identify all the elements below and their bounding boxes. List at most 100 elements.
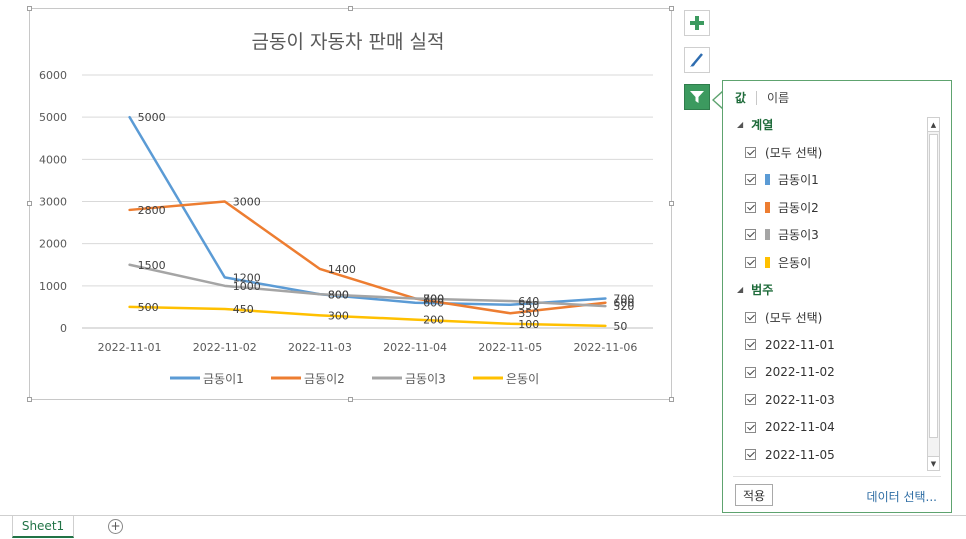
checkbox[interactable] bbox=[745, 339, 756, 351]
series-select-all-label: (모두 선택) bbox=[765, 145, 823, 160]
y-tick-label: 2000 bbox=[39, 238, 67, 251]
data-label: 800 bbox=[423, 292, 444, 305]
checkbox[interactable] bbox=[745, 229, 756, 241]
category-item[interactable]: 2022-11-04 bbox=[733, 414, 927, 442]
x-tick-label: 2022-11-04 bbox=[383, 341, 447, 354]
checkbox[interactable] bbox=[745, 201, 756, 213]
checkbox[interactable] bbox=[745, 174, 756, 186]
category-item-label: 2022-11-02 bbox=[765, 365, 835, 380]
x-tick-label: 2022-11-03 bbox=[288, 341, 352, 354]
series-item-label: 은동이 bbox=[778, 255, 812, 270]
category-select-all[interactable]: (모두 선택) bbox=[733, 304, 927, 332]
series-item[interactable]: 금동이1 bbox=[733, 166, 927, 194]
x-tick-label: 2022-11-02 bbox=[193, 341, 257, 354]
series-line[interactable] bbox=[128, 115, 607, 307]
data-label: 300 bbox=[328, 309, 349, 322]
category-item-label: 2022-11-05 bbox=[765, 447, 835, 462]
resize-handle-tr[interactable] bbox=[669, 6, 674, 11]
chart-elements-button[interactable] bbox=[684, 10, 710, 36]
checkbox[interactable] bbox=[745, 394, 756, 406]
category-item[interactable]: 2022-11-05 bbox=[733, 441, 927, 469]
apply-button[interactable]: 적용 bbox=[735, 484, 773, 506]
checkbox[interactable] bbox=[745, 256, 756, 268]
data-label: 1500 bbox=[138, 259, 166, 272]
collapse-triangle-icon: ◢ bbox=[737, 285, 744, 295]
series-item-label: 금동이3 bbox=[778, 228, 819, 243]
scroll-thumb[interactable] bbox=[929, 134, 938, 438]
tab-separator bbox=[756, 90, 758, 105]
category-group-label: 범주 bbox=[751, 283, 774, 298]
scroll-up-icon[interactable]: ▲ bbox=[928, 118, 939, 132]
resize-handle-mr[interactable] bbox=[669, 201, 674, 206]
filter-tabs: 값 이름 bbox=[735, 89, 789, 106]
resize-handle-tl[interactable] bbox=[27, 6, 32, 11]
data-label: 50 bbox=[613, 320, 627, 333]
series-swatch-icon bbox=[765, 229, 770, 241]
scroll-down-icon[interactable]: ▼ bbox=[928, 456, 939, 470]
series-line[interactable] bbox=[128, 200, 607, 315]
add-sheet-icon[interactable]: + bbox=[108, 519, 123, 534]
x-tick-label: 2022-11-05 bbox=[478, 341, 542, 354]
data-label: 800 bbox=[328, 288, 349, 301]
y-tick-label: 1000 bbox=[39, 280, 67, 293]
resize-handle-br[interactable] bbox=[669, 397, 674, 402]
checkbox[interactable] bbox=[745, 146, 756, 158]
series-line[interactable] bbox=[128, 305, 607, 328]
data-label: 1400 bbox=[328, 263, 356, 276]
resize-handle-tm[interactable] bbox=[348, 6, 353, 11]
chart-title[interactable]: 금동이 자동차 판매 실적 bbox=[252, 31, 445, 53]
data-label: 450 bbox=[233, 303, 254, 316]
category-item[interactable]: 2022-11-06 bbox=[733, 469, 927, 472]
chart-filters-button[interactable] bbox=[684, 84, 710, 110]
data-label: 800 bbox=[328, 288, 349, 301]
checkbox[interactable] bbox=[745, 311, 756, 323]
checkbox[interactable] bbox=[745, 366, 756, 378]
data-label: 500 bbox=[138, 301, 159, 314]
category-group-header[interactable]: ◢ 범주 bbox=[733, 276, 927, 304]
data-label: 3000 bbox=[233, 196, 261, 209]
checkbox[interactable] bbox=[745, 449, 756, 461]
category-item-label: 2022-11-03 bbox=[765, 392, 835, 407]
category-item[interactable]: 2022-11-03 bbox=[733, 386, 927, 414]
category-item[interactable]: 2022-11-01 bbox=[733, 331, 927, 359]
legend-label: 금동이3 bbox=[405, 372, 446, 386]
sheet-tab-sheet1[interactable]: Sheet1 bbox=[12, 516, 74, 538]
data-label: 2800 bbox=[138, 204, 166, 217]
data-label: 700 bbox=[613, 292, 634, 305]
series-select-all[interactable]: (모두 선택) bbox=[733, 139, 927, 167]
series-line[interactable] bbox=[128, 263, 607, 308]
series-item[interactable]: 금동이2 bbox=[733, 194, 927, 222]
series-item[interactable]: 금동이3 bbox=[733, 221, 927, 249]
data-label: 1000 bbox=[233, 280, 261, 293]
category-select-all-label: (모두 선택) bbox=[765, 310, 823, 325]
resize-handle-bm[interactable] bbox=[348, 397, 353, 402]
data-label: 200 bbox=[423, 314, 444, 327]
data-label: 520 bbox=[613, 300, 634, 313]
series-item[interactable]: 은동이 bbox=[733, 249, 927, 277]
chart-styles-button[interactable] bbox=[684, 47, 710, 73]
resize-handle-bl[interactable] bbox=[27, 397, 32, 402]
category-item[interactable]: 2022-11-02 bbox=[733, 359, 927, 387]
chart-filter-panel: 값 이름 ◢ 계열 (모두 선택) 금동이1 금동이2 금동이3 은동이 ◢ 범주 … bbox=[722, 80, 952, 513]
series-group-header[interactable]: ◢ 계열 bbox=[733, 111, 927, 139]
resize-handle-ml[interactable] bbox=[27, 201, 32, 206]
checkbox[interactable] bbox=[745, 421, 756, 433]
x-tick-label: 2022-11-01 bbox=[98, 341, 162, 354]
data-label: 640 bbox=[518, 295, 539, 308]
tab-values[interactable]: 값 bbox=[735, 91, 747, 105]
funnel-icon bbox=[690, 91, 704, 103]
tab-names[interactable]: 이름 bbox=[767, 91, 790, 105]
sheet-tab-bar: Sheet1 + bbox=[0, 515, 966, 539]
filter-scrollbar[interactable]: ▲ ▼ bbox=[927, 117, 940, 471]
select-data-link[interactable]: 데이터 선택... bbox=[866, 490, 937, 504]
category-item-label: 2022-11-04 bbox=[765, 420, 835, 435]
y-tick-label: 5000 bbox=[39, 111, 67, 124]
data-label: 350 bbox=[518, 307, 539, 320]
panel-divider bbox=[733, 476, 941, 477]
series-item-label: 금동이1 bbox=[778, 173, 819, 188]
series-swatch-icon bbox=[765, 174, 770, 186]
data-label: 600 bbox=[613, 297, 634, 310]
legend-label: 금동이2 bbox=[304, 372, 345, 386]
series-swatch-icon bbox=[765, 201, 770, 213]
